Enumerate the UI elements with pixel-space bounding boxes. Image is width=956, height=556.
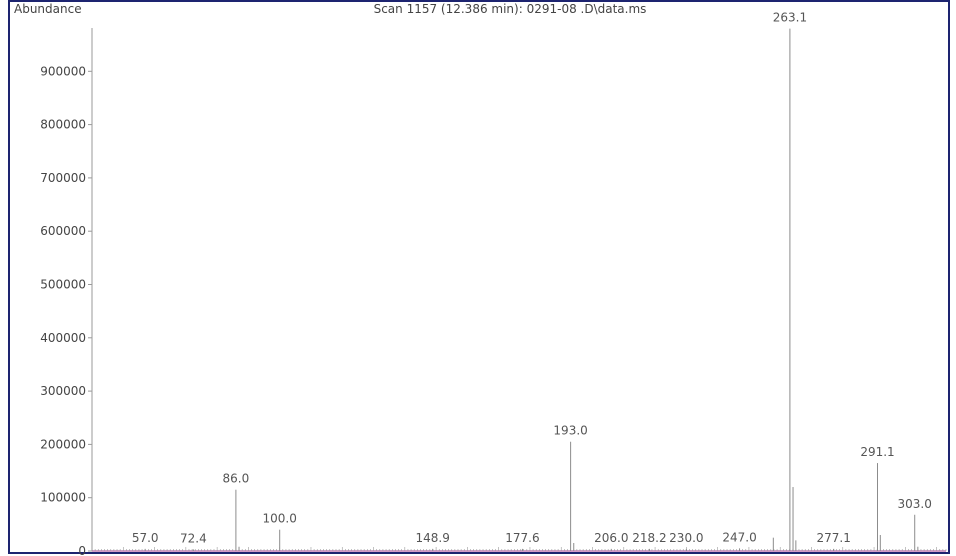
- peak-label: 72.4: [180, 531, 207, 545]
- peak-label: 177.6: [505, 531, 539, 545]
- peak-label: 218.2: [632, 531, 666, 545]
- y-tick-label: 200000: [40, 437, 86, 451]
- peak-label: 86.0: [223, 472, 250, 486]
- peak-label: 263.1: [773, 11, 807, 25]
- y-tick-label: 400000: [40, 331, 86, 345]
- y-tick-label: 0: [78, 544, 86, 556]
- spectrum-chart-frame: [8, 0, 950, 554]
- peak-label: 291.1: [860, 445, 894, 459]
- peak-label: 303.0: [898, 497, 932, 511]
- peak-label: 193.0: [553, 424, 587, 438]
- y-tick-label: 700000: [40, 171, 86, 185]
- peak-label: 247.0: [722, 530, 756, 544]
- y-tick-label: 300000: [40, 384, 86, 398]
- peak-label: 100.0: [263, 512, 297, 526]
- peak-label: 230.0: [669, 531, 703, 545]
- peak-label: 277.1: [817, 531, 851, 545]
- y-tick-label: 100000: [40, 491, 86, 505]
- y-tick-label: 900000: [40, 64, 86, 78]
- peak-label: 57.0: [132, 531, 159, 545]
- x-axis: [91, 547, 947, 552]
- y-tick-label: 500000: [40, 278, 86, 292]
- y-axis-label: Abundance: [14, 2, 82, 16]
- y-tick-label: 600000: [40, 224, 86, 238]
- y-tick-label: 800000: [40, 118, 86, 132]
- peak-label: 206.0: [594, 531, 628, 545]
- peak-series: 57.0 72.4 86.0 100.0 148.9 177.6 193.0 206.0 218…: [132, 11, 932, 551]
- chart-title: Scan 1157 (12.386 min): 0291-08 .D\data.…: [374, 2, 647, 16]
- y-axis: 0 100000 200000 300000 400000 500000 600000 700…: [40, 28, 93, 556]
- peak-label: 148.9: [415, 531, 449, 545]
